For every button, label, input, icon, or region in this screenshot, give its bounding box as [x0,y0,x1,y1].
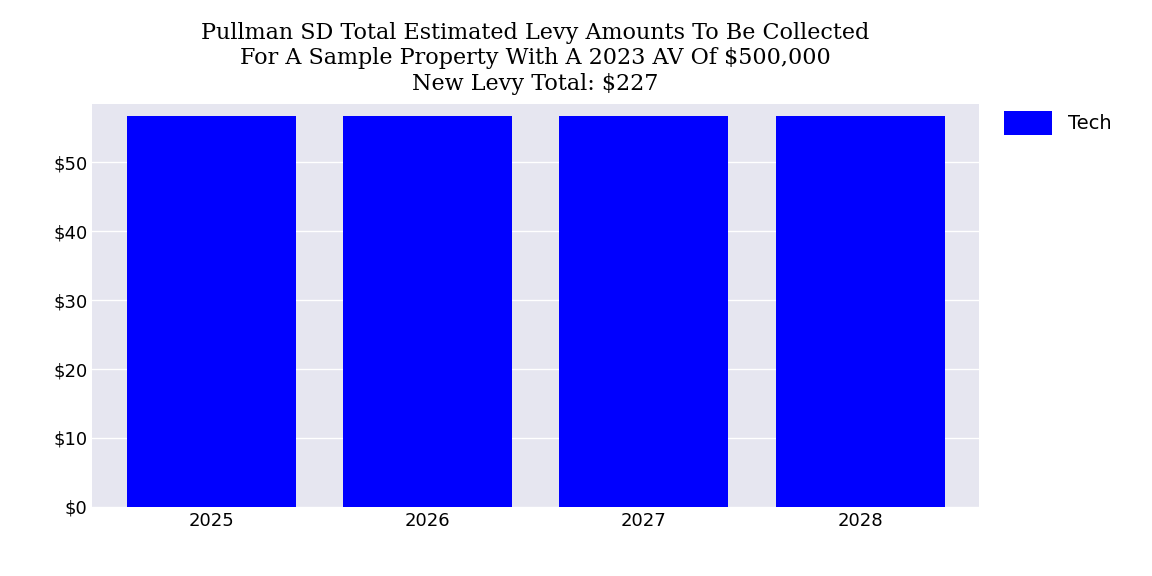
Bar [560,116,728,507]
Title: Pullman SD Total Estimated Levy Amounts To Be Collected
For A Sample Property Wi: Pullman SD Total Estimated Levy Amounts … [202,22,870,95]
Bar [343,116,511,507]
Legend: Tech: Tech [998,105,1117,141]
Bar [127,116,296,507]
Bar [775,116,945,507]
